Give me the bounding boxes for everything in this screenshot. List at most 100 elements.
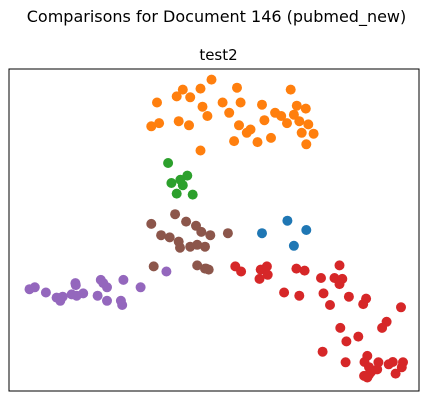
series-0-point-9 (217, 97, 228, 108)
series-2-point-0 (282, 215, 293, 226)
series-0-point-19 (294, 116, 305, 127)
series-0-point-34 (229, 136, 240, 147)
series-5-point-12 (334, 279, 345, 290)
series-0-point-11 (257, 99, 267, 110)
series-0-point-31 (241, 127, 252, 138)
series-4-point-5 (135, 282, 146, 293)
series-5-point-33 (383, 359, 394, 370)
series-5-point-6 (236, 266, 247, 277)
series-0-point-14 (202, 111, 213, 121)
series-5-point-39 (390, 368, 401, 379)
series-3-point-12 (185, 241, 196, 252)
series-5 (230, 260, 408, 383)
series-5-point-24 (353, 331, 364, 342)
series-4-point-8 (70, 280, 81, 291)
series-0-point-1 (177, 84, 188, 95)
series-0-point-20 (173, 116, 184, 127)
axes-background (9, 69, 419, 391)
series-4 (24, 266, 172, 310)
series-1 (163, 158, 198, 200)
series-0-point-35 (301, 139, 312, 150)
series-0-point-29 (308, 128, 319, 139)
series-0-point-32 (252, 137, 263, 148)
series-0-point-15 (224, 107, 235, 118)
series-0-point-0 (206, 74, 217, 85)
series-5-point-25 (341, 336, 352, 347)
series-0-point-5 (152, 97, 162, 108)
series-3-point-18 (203, 264, 214, 275)
series-0 (146, 74, 319, 156)
series-0-point-10 (235, 97, 246, 108)
series-0-point-7 (185, 92, 196, 103)
series-4-point-14 (71, 290, 82, 301)
series-5-point-5 (334, 260, 345, 271)
series-4-point-10 (40, 287, 51, 298)
series-5-point-7 (262, 269, 273, 280)
series-1-point-4 (177, 180, 188, 191)
figure-title: Comparisons for Document 146 (pubmed_new… (27, 7, 407, 27)
series-2 (257, 215, 312, 251)
series-3-point-15 (192, 260, 203, 271)
series-5-point-4 (299, 265, 310, 276)
series-1-point-0 (163, 158, 174, 168)
series-0-point-21 (146, 121, 157, 132)
series-3-point-7 (156, 230, 167, 241)
series-0-point-36 (195, 145, 206, 156)
series-0-point-2 (195, 83, 206, 94)
series-3-point-2 (181, 216, 192, 227)
series-5-point-15 (318, 288, 329, 299)
series-1-point-3 (166, 178, 177, 188)
series-2-point-1 (301, 225, 312, 235)
axes-frame (8, 68, 420, 392)
series-1-point-6 (187, 189, 198, 200)
series-0-point-30 (296, 127, 307, 138)
series-5-point-26 (317, 346, 328, 357)
series-4-point-7 (29, 282, 40, 293)
series-0-point-4 (285, 84, 296, 95)
series-0-point-22 (154, 118, 165, 129)
series-0-point-33 (266, 132, 276, 143)
series-0-point-6 (171, 91, 182, 102)
series-0-point-13 (300, 103, 311, 114)
series-0-point-27 (282, 118, 292, 129)
chart-title: test2 (199, 46, 237, 64)
series-5-point-8 (254, 273, 265, 284)
series-5-point-14 (294, 290, 305, 301)
series-5-point-18 (325, 300, 335, 310)
series-1-point-5 (171, 188, 182, 199)
series-3-point-11 (175, 242, 185, 253)
series-3-point-8 (164, 232, 175, 243)
series-0-point-26 (259, 115, 270, 126)
series-4-point-20 (117, 300, 128, 310)
series-0-point-8 (197, 101, 208, 112)
series-0-point-28 (303, 119, 314, 130)
series-4-point-0 (161, 266, 172, 277)
series-2-point-3 (288, 240, 299, 251)
series-0-point-3 (232, 82, 242, 93)
series-4-point-15 (92, 290, 103, 301)
plot-area (8, 68, 420, 392)
series-5-point-3 (291, 263, 302, 274)
series-3-point-13 (200, 241, 210, 252)
series-0-point-17 (276, 111, 287, 121)
series-4-point-2 (118, 274, 129, 285)
series-5-point-19 (358, 299, 369, 310)
points-layer (24, 74, 408, 383)
series-3 (146, 209, 233, 275)
series-3-point-4 (196, 226, 207, 237)
series-0-point-24 (234, 120, 244, 131)
series-5-point-9 (316, 273, 326, 283)
series-3-point-5 (205, 230, 216, 241)
series-5-point-23 (377, 322, 388, 333)
series-4-point-17 (55, 295, 66, 306)
series-4-point-9 (102, 282, 112, 293)
series-5-point-29 (340, 357, 351, 368)
series-3-point-0 (170, 209, 181, 220)
series-3-point-14 (148, 261, 159, 272)
series-5-point-22 (335, 322, 346, 333)
series-0-point-12 (291, 100, 302, 111)
series-4-point-18 (102, 295, 112, 306)
series-5-point-34 (396, 362, 407, 373)
series-5-point-41 (362, 372, 373, 383)
